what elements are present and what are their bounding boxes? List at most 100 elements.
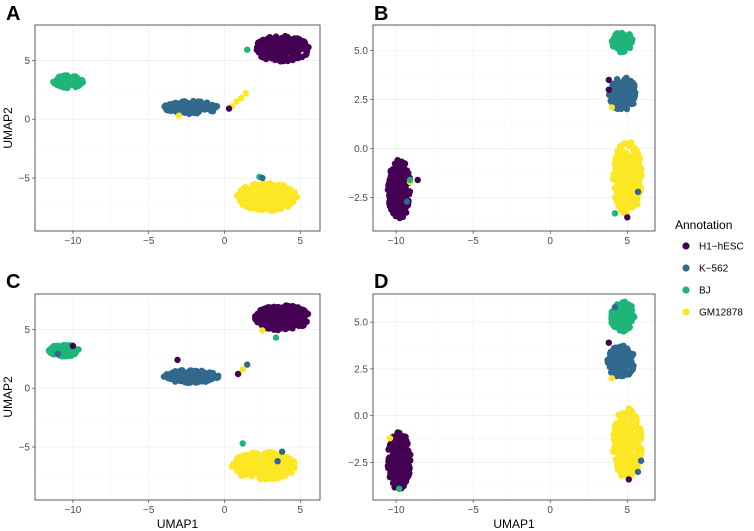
point-gm12878 <box>272 200 280 207</box>
point-gm12878 <box>233 98 240 105</box>
point-h1-hesc <box>266 317 273 325</box>
point-h1-hesc <box>400 433 407 440</box>
y-tick-label: −2.5 <box>348 458 368 469</box>
point-gm12878 <box>285 187 293 194</box>
point-bj <box>396 485 403 492</box>
point-gm12878 <box>628 408 635 415</box>
point-h1-hesc <box>280 310 288 318</box>
data-points <box>45 302 312 483</box>
point-gm12878 <box>631 154 639 162</box>
point-bj <box>272 334 280 341</box>
point-gm12878 <box>615 180 622 187</box>
point-gm12878 <box>239 366 246 373</box>
point-gm12878 <box>631 144 638 151</box>
y-tick-label: 2.5 <box>354 95 368 106</box>
point-h1-hesc <box>624 214 631 221</box>
point-gm12878 <box>280 468 287 476</box>
point-gm12878 <box>271 450 279 457</box>
point-bj <box>52 345 59 352</box>
x-tick-label: −10 <box>388 505 405 516</box>
x-tick-label: 5 <box>624 505 630 516</box>
point-gm12878 <box>245 204 253 211</box>
point-k-562 <box>206 373 214 380</box>
point-gm12878 <box>616 165 623 173</box>
point-k-562 <box>191 373 198 381</box>
point-gm12878 <box>283 199 290 206</box>
legend: Annotation H1−hESC K−562 BJ GM12878 <box>675 218 744 319</box>
point-gm12878 <box>625 161 632 168</box>
point-k-562 <box>192 99 199 106</box>
legend-item: H1−hESC <box>682 242 744 253</box>
point-h1-hesc <box>174 356 181 364</box>
point-k-562 <box>165 372 173 380</box>
legend-item: GM12878 <box>682 308 743 319</box>
point-k-562 <box>178 368 186 375</box>
point-gm12878 <box>638 434 645 441</box>
x-tick-label: −5 <box>467 236 479 247</box>
point-k-562 <box>176 105 183 112</box>
point-k-562 <box>625 93 632 100</box>
point-h1-hesc <box>274 56 281 63</box>
point-bj <box>623 305 631 313</box>
point-h1-hesc <box>252 315 259 323</box>
point-gm12878 <box>244 199 251 206</box>
point-k-562 <box>628 100 635 108</box>
point-h1-hesc <box>260 54 267 61</box>
point-h1-hesc <box>298 314 305 321</box>
data-points <box>50 32 312 214</box>
point-h1-hesc <box>290 304 298 311</box>
point-k-562 <box>613 349 620 356</box>
point-k-562 <box>201 106 208 113</box>
point-h1-hesc <box>387 196 395 203</box>
point-h1-hesc <box>254 310 261 317</box>
point-k-562 <box>629 81 637 88</box>
point-h1-hesc <box>265 325 273 332</box>
point-h1-hesc <box>394 190 401 197</box>
point-bj <box>612 34 620 42</box>
point-h1-hesc <box>234 370 242 378</box>
y-tick-label: 0.0 <box>354 144 368 155</box>
point-h1-hesc <box>279 43 286 51</box>
point-bj <box>47 349 54 356</box>
point-gm12878 <box>272 188 279 195</box>
point-gm12878 <box>264 462 271 469</box>
y-tick-label: 0 <box>24 384 30 395</box>
y-tick-label: −2.5 <box>348 193 368 204</box>
point-gm12878 <box>638 446 645 454</box>
x-tick-label: −5 <box>467 505 479 516</box>
point-gm12878 <box>616 448 623 455</box>
point-gm12878 <box>175 112 183 119</box>
point-k-562 <box>191 104 198 111</box>
panel-letter: A <box>6 3 20 25</box>
y-tick-label: 5.0 <box>354 46 368 57</box>
point-h1-hesc <box>266 34 273 41</box>
y-tick-label: −5 <box>19 174 31 185</box>
x-tick-label: 0 <box>547 236 553 247</box>
point-h1-hesc <box>404 459 411 466</box>
panel-border <box>34 24 321 232</box>
point-bj <box>623 312 630 320</box>
point-h1-hesc <box>401 160 408 167</box>
x-tick-label: 5 <box>624 236 630 247</box>
point-bj <box>239 440 246 447</box>
point-gm12878 <box>251 465 258 472</box>
point-h1-hesc <box>260 38 267 45</box>
point-k-562 <box>274 458 281 465</box>
x-tick-label: −10 <box>64 505 81 516</box>
point-h1-hesc <box>605 76 612 84</box>
point-k-562 <box>162 103 169 110</box>
point-gm12878 <box>260 187 267 194</box>
point-h1-hesc <box>414 176 421 184</box>
point-gm12878 <box>625 142 632 149</box>
point-k-562 <box>629 364 636 371</box>
point-gm12878 <box>269 195 276 202</box>
panel-border <box>34 293 321 501</box>
point-h1-hesc <box>257 46 264 54</box>
point-k-562 <box>278 448 286 455</box>
point-bj <box>613 323 620 330</box>
point-h1-hesc <box>396 166 404 173</box>
point-h1-hesc <box>303 51 310 58</box>
point-bj <box>406 176 414 184</box>
point-k-562 <box>612 355 619 362</box>
point-h1-hesc <box>385 446 392 453</box>
